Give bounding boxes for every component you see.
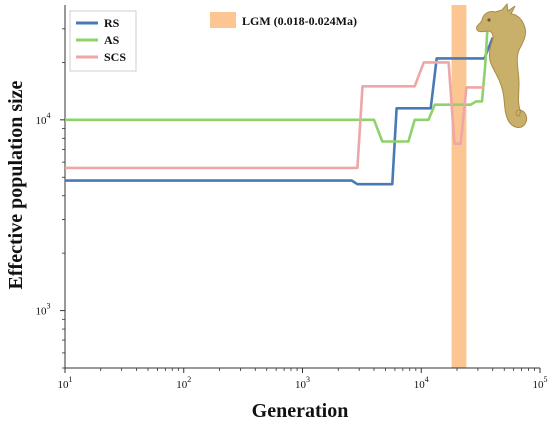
- legend-label-as: AS: [104, 33, 120, 47]
- y-axis-ticks: 103 104: [36, 28, 65, 369]
- y-axis-title: Effective population size: [5, 80, 27, 289]
- lgm-legend-swatch: [210, 12, 236, 28]
- y-tick-label: 103: [36, 302, 51, 318]
- lgm-shaded-region: [451, 5, 467, 368]
- y-tick-label: 104: [36, 111, 51, 127]
- series-line-scs: [65, 61, 485, 170]
- x-tick-label: 101: [58, 375, 73, 391]
- series-line-rs: [65, 37, 494, 186]
- x-tick-label: 104: [414, 375, 429, 391]
- lgm-legend-label: LGM (0.018-0.024Ma): [242, 14, 357, 28]
- x-tick-label: 105: [533, 375, 548, 391]
- lgm-legend: LGM (0.018-0.024Ma): [210, 12, 357, 28]
- x-axis-title: Generation: [252, 400, 349, 422]
- series-lines: [65, 31, 494, 186]
- seahorse-icon: [476, 2, 528, 128]
- x-tick-label: 102: [176, 375, 191, 391]
- legend: RS AS SCS: [69, 10, 137, 72]
- x-axis-ticks: 101 102 103 104 105: [58, 368, 548, 391]
- legend-label-rs: RS: [104, 16, 120, 30]
- legend-label-scs: SCS: [104, 50, 126, 64]
- series-line-as: [65, 31, 489, 143]
- x-tick-label: 103: [295, 375, 310, 391]
